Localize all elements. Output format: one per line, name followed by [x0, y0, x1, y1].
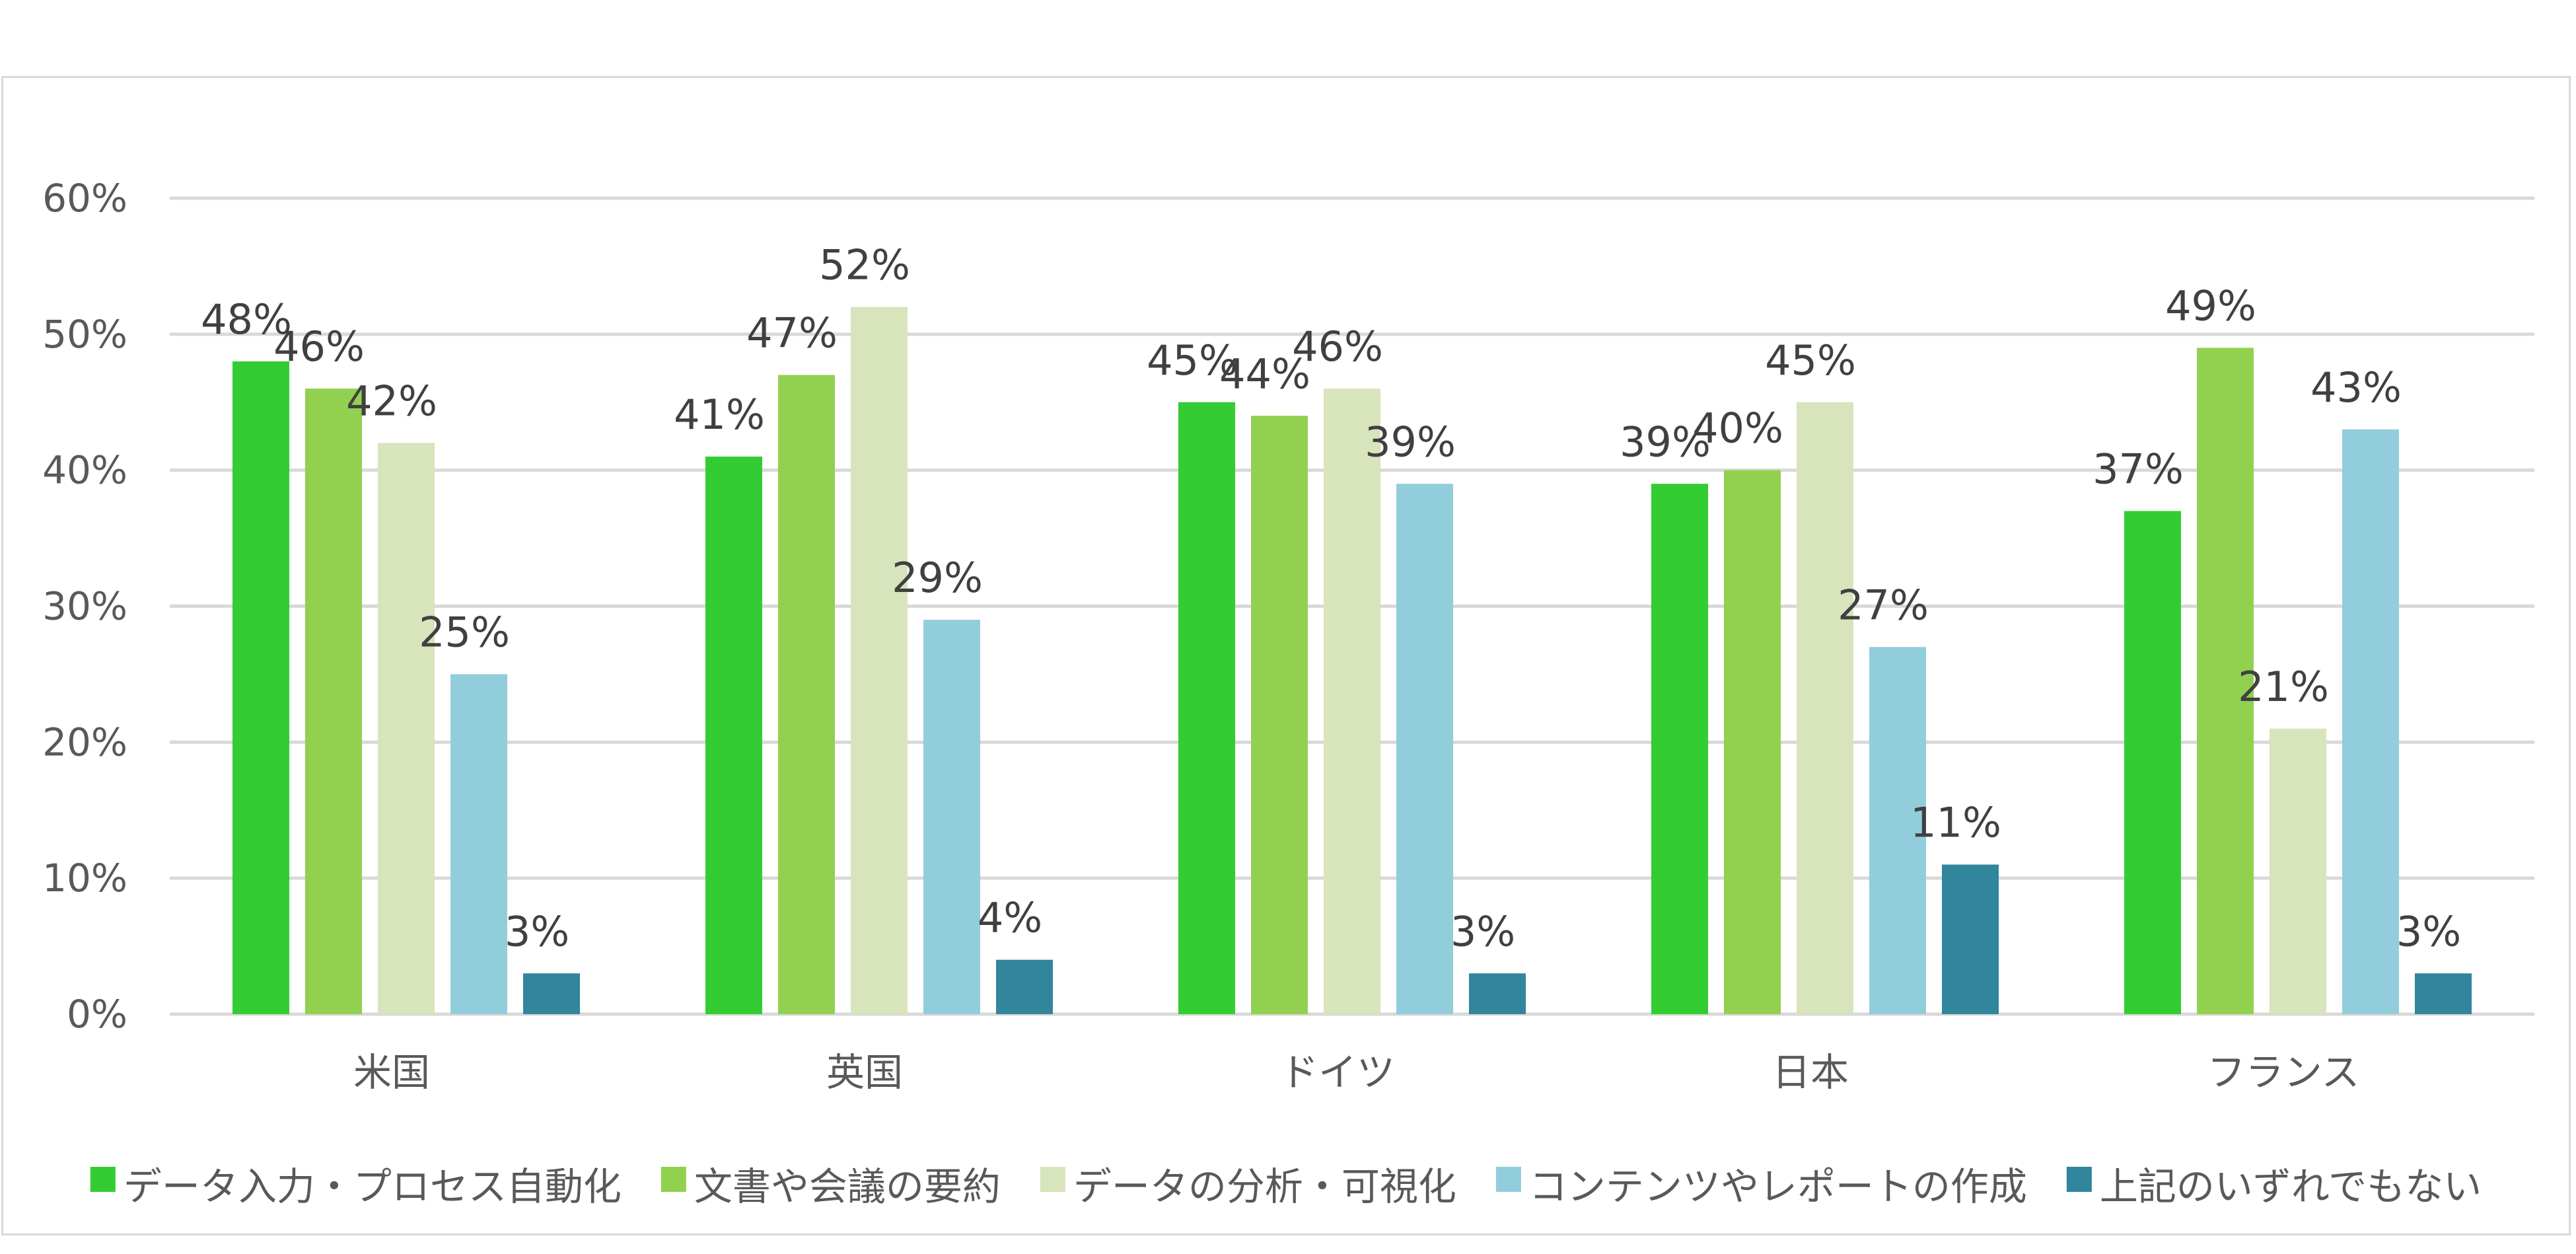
data-label: 3% [505, 907, 569, 955]
bar [1251, 416, 1308, 1014]
legend-label: データ入力・プロセス自動化 [124, 1164, 622, 1209]
legend-item: データ入力・プロセス自動化 [90, 1164, 622, 1209]
data-label: 45% [1147, 336, 1238, 385]
bar [1942, 864, 1999, 1014]
bar [1324, 388, 1380, 1014]
data-label: 45% [1765, 336, 1856, 385]
legend-item: データの分析・可視化 [1040, 1164, 1456, 1209]
data-label: 41% [674, 390, 765, 439]
bar [923, 620, 980, 1014]
bar [1469, 973, 1526, 1014]
bar [2342, 429, 2399, 1014]
bar [1869, 647, 1926, 1014]
data-labels: 48%46%42%25%3%41%47%52%29%4%45%44%46%39%… [201, 241, 2461, 956]
legend-item: 文書や会議の要約 [661, 1164, 1001, 1209]
data-label: 40% [1692, 404, 1783, 453]
bar [1178, 402, 1235, 1014]
category-label: 日本 [1772, 1050, 1849, 1095]
data-label: 43% [2310, 363, 2402, 412]
category-label: ドイツ [1280, 1050, 1395, 1095]
data-label: 39% [1620, 418, 1711, 466]
bar [851, 307, 908, 1015]
legend-swatch [661, 1167, 686, 1192]
bar [1396, 484, 1453, 1014]
category-label: フランス [2207, 1050, 2360, 1095]
bar [1651, 484, 1708, 1014]
bar [705, 457, 762, 1014]
x-axis-categories: 米国 英国 ドイツ 日本 フランス [353, 1050, 2359, 1095]
legend-item: コンテンツやレポートの作成 [1495, 1164, 2027, 1209]
y-tick-label: 30% [42, 584, 127, 629]
bar [2197, 348, 2254, 1014]
bar [1797, 402, 1853, 1014]
data-label: 48% [201, 295, 292, 344]
data-label: 25% [419, 608, 510, 656]
legend-swatch [90, 1167, 116, 1192]
data-label: 49% [2165, 281, 2256, 330]
y-tick-label: 0% [67, 992, 127, 1037]
bar [778, 375, 835, 1014]
bar [1724, 470, 1781, 1014]
bar [996, 959, 1053, 1014]
bar [2415, 973, 2472, 1014]
legend-swatch [1495, 1167, 1521, 1192]
bar-chart: 0%10%20%30%40%50%60% 48%46%42%25%3%41%47… [42, 176, 2534, 1209]
category-label: 英国 [826, 1050, 903, 1095]
bars [233, 307, 2472, 1015]
bar [2270, 728, 2326, 1014]
category-label: 米国 [353, 1050, 430, 1095]
data-label: 3% [2396, 907, 2461, 955]
data-label: 46% [1292, 322, 1383, 371]
legend-swatch [2066, 1167, 2092, 1192]
bar [305, 388, 362, 1014]
data-label: 4% [978, 894, 1042, 942]
data-label: 39% [1365, 418, 1456, 466]
data-label: 11% [1910, 799, 2001, 847]
legend-label: 上記のいずれでもない [2100, 1164, 2482, 1209]
bar [523, 973, 580, 1014]
data-label: 46% [273, 322, 365, 371]
y-tick-label: 40% [42, 448, 127, 493]
bar [233, 361, 289, 1014]
data-label: 42% [346, 377, 437, 425]
bar [450, 674, 507, 1014]
y-tick-label: 10% [42, 856, 127, 901]
legend-label: 文書や会議の要約 [694, 1164, 1001, 1209]
legend-label: コンテンツやレポートの作成 [1529, 1164, 2027, 1209]
y-tick-label: 60% [42, 176, 127, 221]
data-label: 3% [1450, 907, 1515, 955]
data-label: 44% [1219, 350, 1310, 398]
data-label: 29% [892, 554, 983, 602]
bar [378, 443, 435, 1014]
legend-item: 上記のいずれでもない [2066, 1164, 2482, 1209]
legend-label: データの分析・可視化 [1073, 1164, 1456, 1209]
legend-swatch [1040, 1167, 1065, 1192]
data-label: 27% [1838, 581, 1929, 629]
data-label: 37% [2093, 445, 2184, 493]
data-label: 52% [819, 241, 910, 289]
legend: データ入力・プロセス自動化 文書や会議の要約 データの分析・可視化 コンテンツやレポー… [90, 1164, 2482, 1209]
data-label: 47% [746, 309, 838, 357]
y-tick-label: 50% [42, 312, 127, 357]
y-tick-label: 20% [42, 719, 127, 764]
data-label: 21% [2238, 663, 2329, 711]
chart-frame: 0% 10% 20% 30% 40% 50% 60% 48% 46% 42% 25% 3% 41% 47… [1, 76, 2571, 1236]
y-axis-ticks: 0% 10% 20% 30% 40% 50% 60% [42, 176, 127, 1037]
bar [2124, 511, 2181, 1014]
